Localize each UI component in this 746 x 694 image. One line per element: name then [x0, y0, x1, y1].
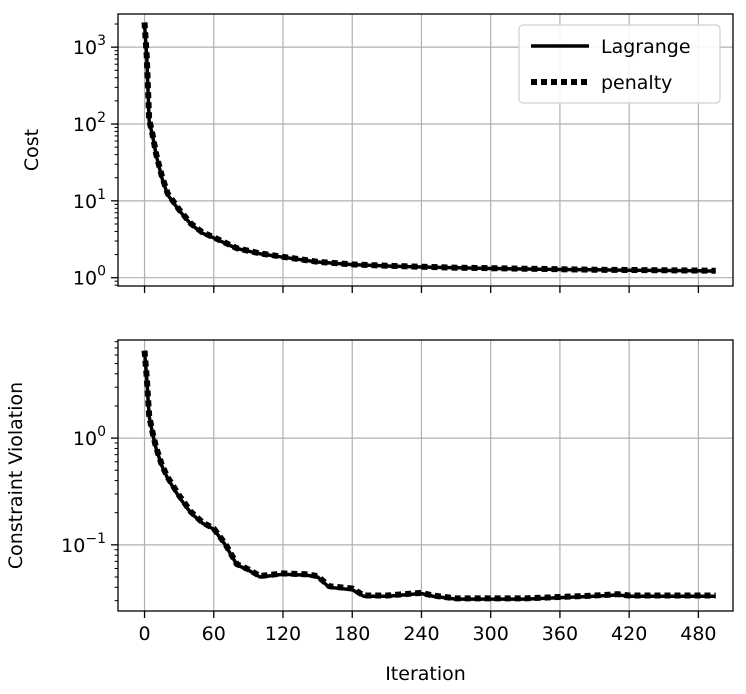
- y-tick-label: 101: [73, 187, 106, 213]
- x-tick-label: 0: [138, 623, 150, 645]
- x-tick-label: 180: [334, 623, 370, 645]
- y-tick-label: 103: [73, 33, 106, 59]
- x-tick-label: 300: [473, 623, 509, 645]
- y-tick-label: 10−1: [61, 531, 106, 557]
- x-axis-label: Iteration: [385, 663, 466, 685]
- y-tick-label: 100: [73, 264, 106, 290]
- series-line-lagrange: [142, 351, 716, 601]
- x-tick-label: 360: [542, 623, 578, 645]
- x-tick-label: 120: [265, 623, 301, 645]
- legend-label-lagrange: Lagrange: [601, 36, 691, 58]
- series-line-penalty: [141, 350, 716, 602]
- legend: Lagrange penalty: [518, 24, 721, 104]
- y-tick-label: 102: [73, 110, 106, 136]
- axes-frame: [117, 13, 734, 287]
- constraint-violation-panel: 10−1 100 0 60 120 180 240 300 360 420 480 Constrain…: [5, 339, 734, 685]
- legend-label-penalty: penalty: [601, 72, 672, 94]
- series-line-penalty: [141, 22, 716, 274]
- y-tick-label: 100: [73, 424, 106, 450]
- y-axis-label: Constraint Violation: [5, 382, 27, 569]
- x-tick-label: 240: [403, 623, 439, 645]
- x-tick-label: 480: [680, 623, 716, 645]
- x-tick-label: 420: [611, 623, 647, 645]
- cost-panel: 100 101 102 103 Cost Lagrange penalty: [21, 13, 734, 293]
- y-axis-label: Cost: [21, 129, 43, 171]
- x-tick-label: 60: [202, 623, 226, 645]
- axes-frame: [117, 339, 734, 612]
